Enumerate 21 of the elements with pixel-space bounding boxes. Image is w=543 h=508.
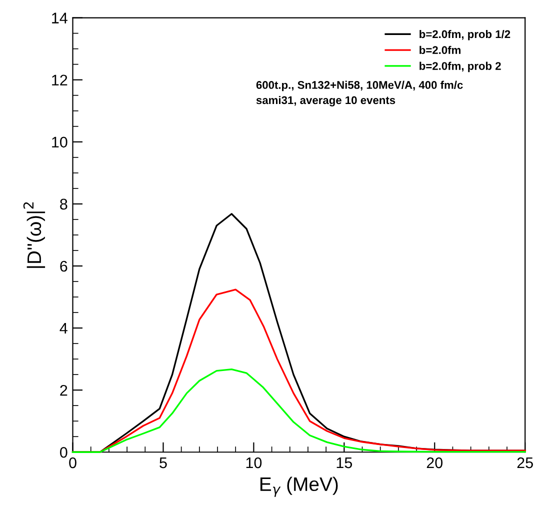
y-tick-label: 14 [52, 12, 68, 24]
x-tick-label: 0 [69, 457, 76, 468]
annotation: sami31, average 10 events [256, 96, 396, 106]
legend-label: b=2.0fm, prob 1/2 [420, 30, 510, 40]
y-tick-label: 2 [60, 384, 68, 396]
y-axis-title: |D''(ω)|$^{2}$ [23, 202, 46, 268]
y-tick-label: 12 [52, 74, 68, 86]
legend-label: b=2.0fm, prob 2 [420, 62, 501, 72]
x-tick-label: 10 [246, 457, 262, 468]
x-tick-label: 15 [336, 458, 352, 468]
x-axis-title: E$_{γ}$ (MeV) [260, 476, 338, 497]
annotation: 600t.p., Sn132+Ni58, 10MeV/A, 400 fm/c [256, 80, 463, 92]
x-tick-label: 5 [160, 458, 167, 468]
y-tick-label: 10 [52, 136, 68, 148]
y-tick-label: 6 [60, 260, 68, 272]
legend-label: b=2.0fm [420, 46, 460, 54]
y-tick-label: 4 [60, 323, 68, 334]
x-tick-label: 25 [517, 457, 533, 468]
y-tick-label: 8 [60, 198, 68, 210]
y-tick-label: 0 [60, 446, 68, 458]
x-tick-label: 20 [426, 457, 443, 468]
